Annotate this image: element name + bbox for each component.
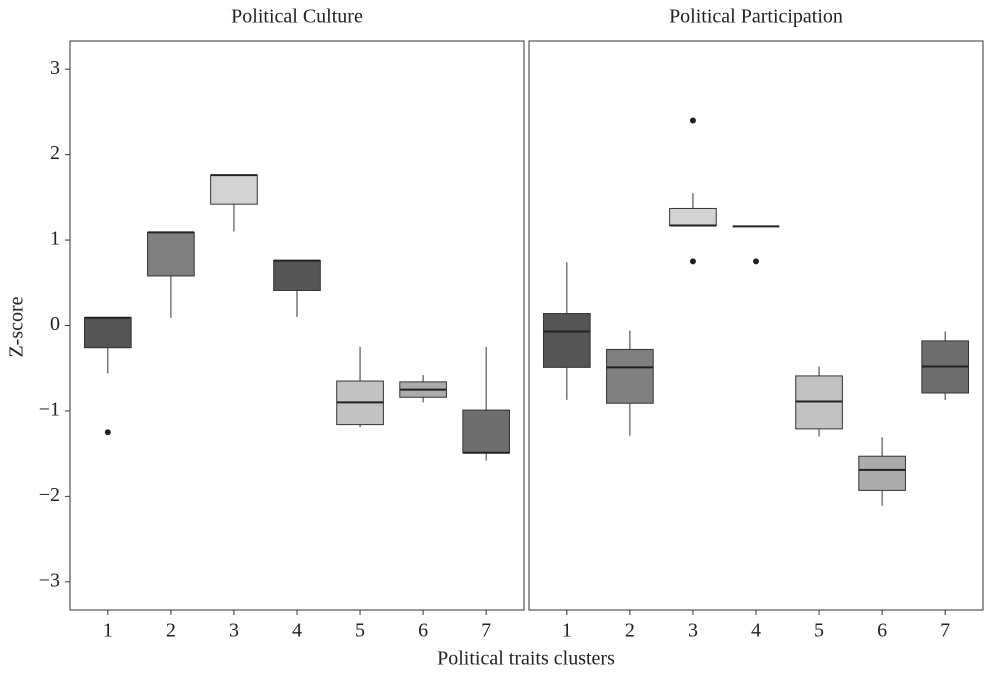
y-tick-label: −3	[39, 569, 60, 591]
box	[606, 348, 654, 404]
x-tick-label: 2	[166, 620, 176, 642]
y-tick-label: 0	[50, 313, 60, 335]
y-axis-label: Z-score	[6, 296, 28, 357]
y-tick-label: 3	[50, 57, 60, 79]
x-tick-label: 1	[103, 620, 113, 642]
x-tick-label: 6	[877, 620, 887, 642]
y-tick-label: −1	[39, 399, 60, 421]
box	[273, 260, 321, 291]
y-tick-label: 1	[50, 228, 60, 250]
x-tick-label: 5	[814, 620, 824, 642]
box	[84, 317, 132, 349]
panel-frame	[69, 40, 525, 611]
x-tick-label: 4	[751, 620, 761, 642]
box	[543, 313, 591, 368]
x-axis-label: Political traits clusters	[437, 648, 615, 670]
panel-title: Political Participation	[669, 6, 843, 28]
panel-title: Political Culture	[231, 6, 363, 28]
box	[462, 409, 510, 454]
box	[858, 455, 906, 491]
x-tick-label: 6	[418, 620, 428, 642]
x-tick-label: 1	[562, 620, 572, 642]
box	[147, 231, 195, 277]
box	[669, 207, 717, 227]
x-tick-label: 7	[481, 620, 491, 642]
x-tick-label: 2	[625, 620, 635, 642]
y-tick-label: −2	[39, 484, 60, 506]
outlier	[689, 117, 696, 124]
box	[210, 174, 258, 205]
x-tick-label: 5	[355, 620, 365, 642]
x-tick-label: 3	[688, 620, 698, 642]
y-tick-label: 2	[50, 142, 60, 164]
x-tick-label: 4	[292, 620, 302, 642]
outlier	[753, 258, 759, 265]
x-tick-label: 3	[229, 620, 239, 642]
outlier	[104, 429, 111, 436]
x-tick-label: 7	[940, 620, 950, 642]
panel-frame	[528, 40, 984, 611]
outlier	[689, 258, 696, 265]
